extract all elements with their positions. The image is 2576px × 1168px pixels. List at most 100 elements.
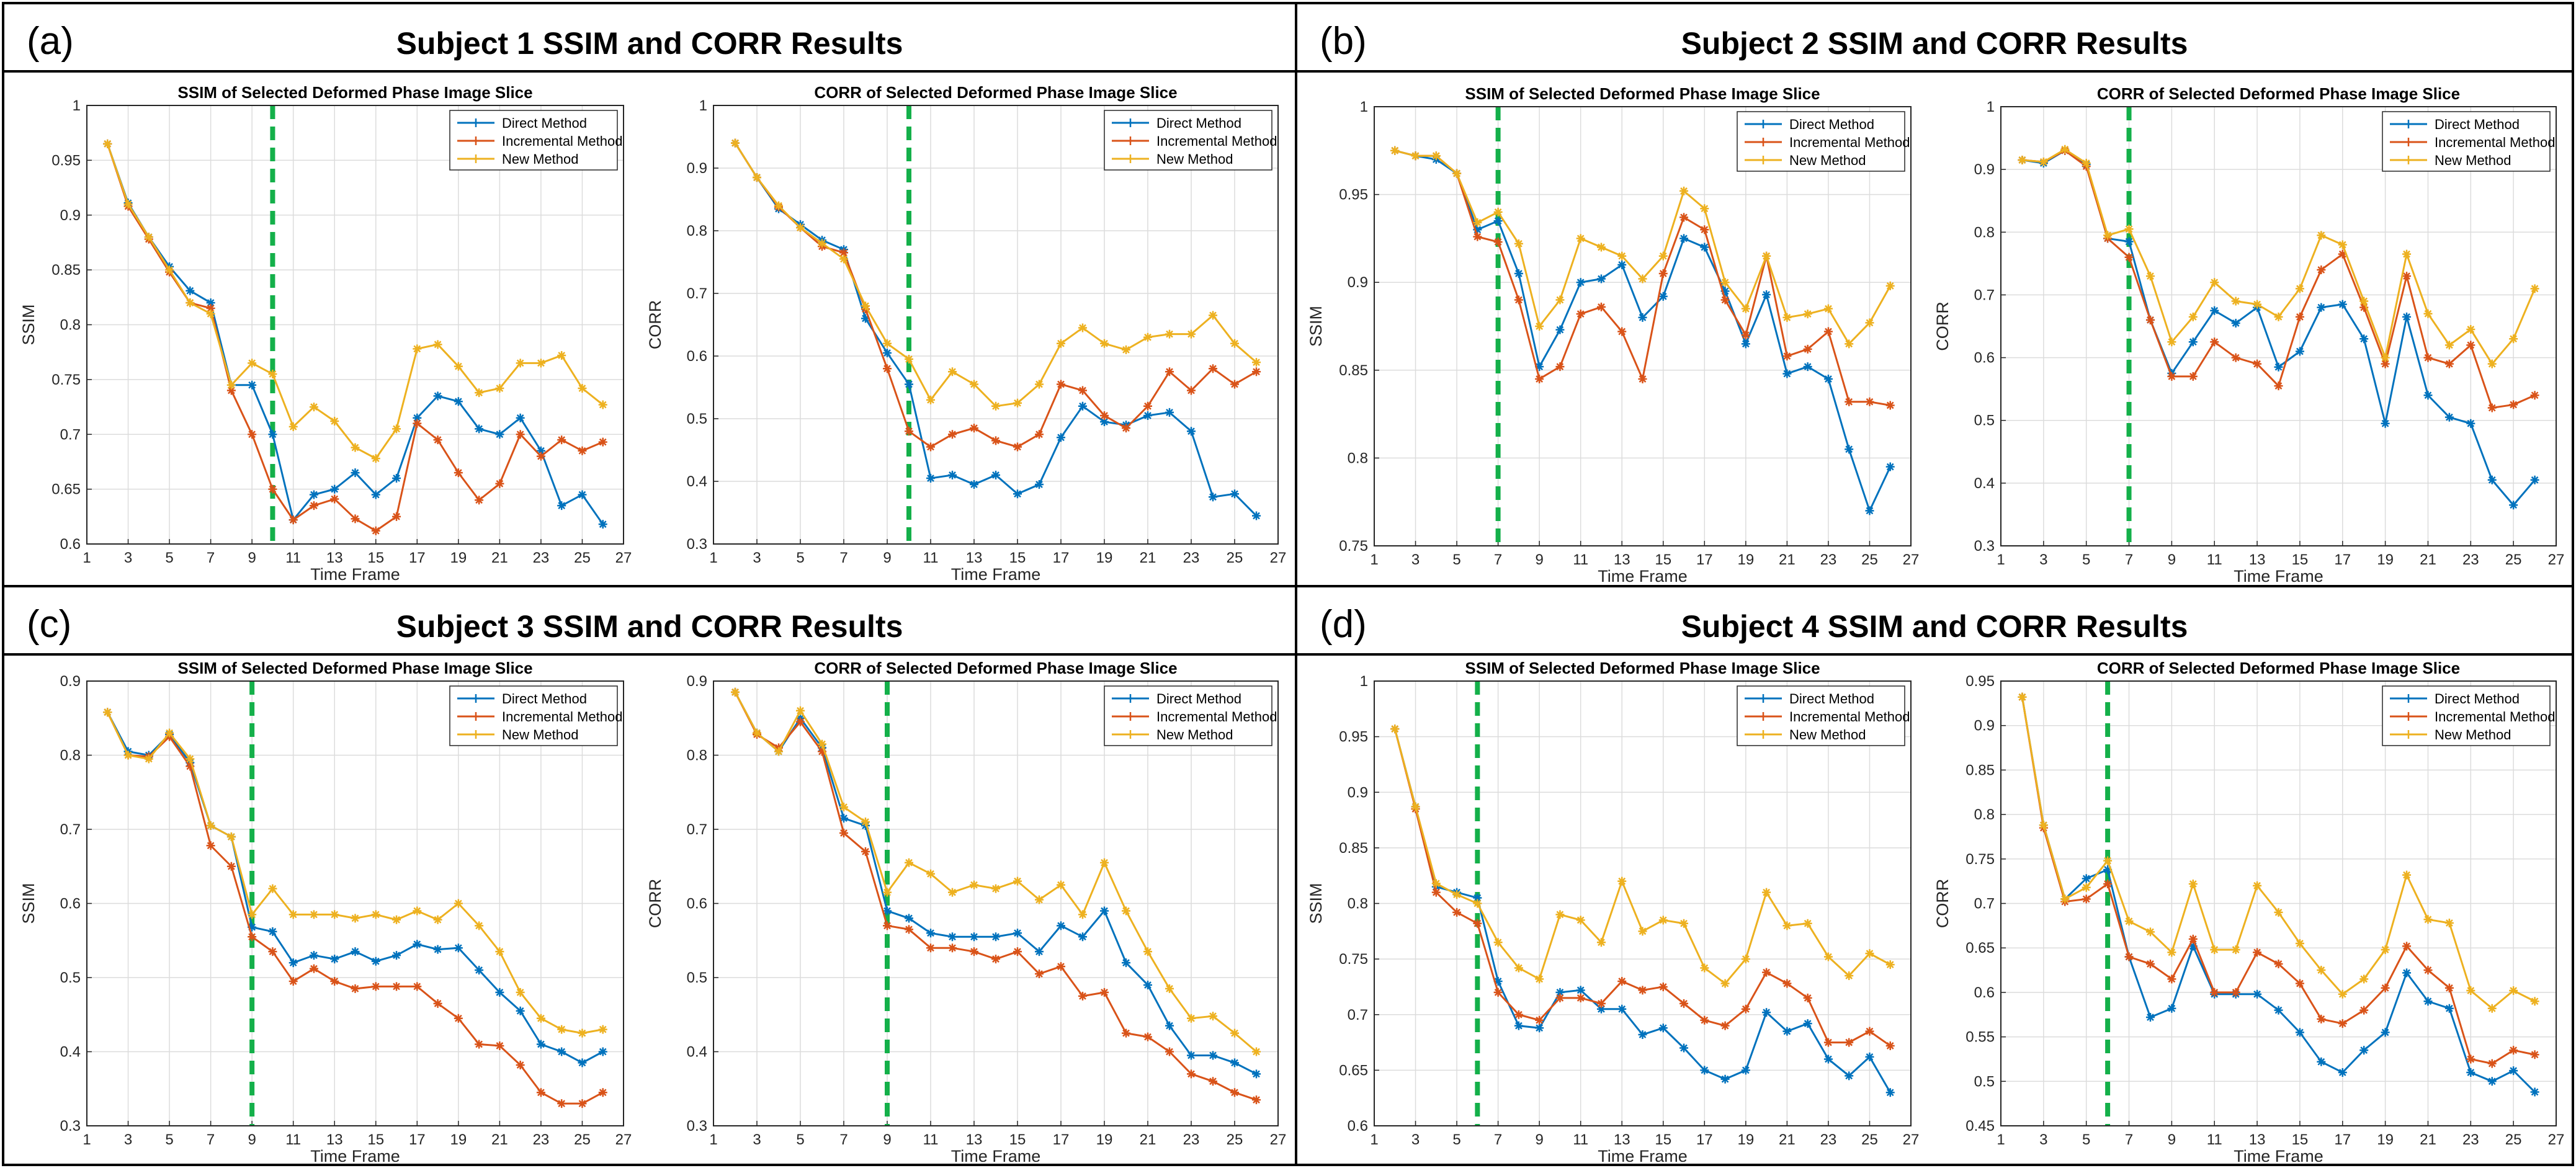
data-point: New Method (17, 0.78): [2338, 240, 2347, 249]
data-point: Incremental Method (22, 0.382): [516, 1061, 525, 1070]
x-tick-label: 25: [2505, 1131, 2522, 1148]
x-tick-label: 19: [1737, 551, 1754, 568]
data-point: Direct Method (15, 0.645): [371, 490, 380, 499]
data-point: Direct Method (13, 0.555): [970, 932, 978, 942]
data-point: Incremental Method (13, 0.872): [1617, 327, 1627, 336]
y-tick-label: 0.3: [60, 1118, 81, 1135]
x-tick-label: 11: [1573, 551, 1588, 568]
data-point: Direct Method (9, 0.688): [1535, 1023, 1544, 1033]
data-point: Incremental Method (12, 0.475): [948, 430, 957, 439]
data-point: New Method (15, 0.525): [1013, 398, 1022, 408]
legend-label: Incremental Method: [2435, 135, 2555, 150]
x-tick-label: 5: [165, 1131, 173, 1148]
data-point: New Method (7, 0.81): [206, 309, 215, 318]
data-point: Incremental Method (25, 0.33): [578, 1099, 587, 1108]
y-tick-label: 0.3: [687, 536, 707, 553]
y-tick-label: 0.75: [1339, 951, 1368, 968]
data-point: Direct Method (26, 0.405): [2530, 475, 2539, 484]
data-point: Incremental Method (8, 0.74): [226, 386, 236, 395]
x-tick-label: 5: [1452, 1131, 1460, 1148]
data-point: New Method (16, 0.952): [1679, 186, 1689, 195]
x-tick-label: 21: [2420, 551, 2436, 568]
data-point: Incremental Method (20, 0.652): [2402, 942, 2412, 951]
data-point: New Method (9, 0.765): [248, 359, 257, 368]
data-point: New Method (20, 0.59): [1122, 906, 1130, 916]
data-point: New Method (18, 0.728): [1720, 979, 1730, 988]
y-tick-label: 0.7: [1348, 1007, 1368, 1023]
data-point: Incremental Method (7, 0.695): [839, 828, 848, 837]
data-point: New Method (11, 0.64): [926, 869, 935, 878]
plot-corr: 1 3 5 7 9 11 13 15 17 19 21 23 25 270.450.50.550.60.6…: [1933, 659, 2564, 1166]
y-tick-label: 0.6: [60, 536, 81, 553]
y-tick-label: 1: [73, 97, 81, 114]
x-tick-label: 21: [491, 1131, 508, 1148]
x-axis-label: Time Frame: [1598, 1147, 1688, 1166]
y-tick-label: 0.7: [687, 285, 707, 302]
x-tick-label: 27: [1270, 550, 1287, 566]
data-point: New Method (14, 0.62): [991, 884, 1000, 893]
legend-marker: [2404, 156, 2413, 164]
x-axis-label: Time Frame: [951, 565, 1041, 584]
data-point: Incremental Method (12, 0.6): [2231, 987, 2240, 997]
data-point: Incremental Method (12, 0.635): [309, 501, 318, 510]
y-tick-label: 0.6: [1348, 1118, 1368, 1135]
data-point: Direct Method (25, 0.385): [578, 1058, 587, 1068]
data-point: New Method (21, 0.67): [2423, 309, 2433, 318]
data-point: Incremental Method (22, 0.4): [1165, 1047, 1174, 1056]
y-tick-label: 0.75: [1966, 851, 1995, 868]
data-point: New Method (15, 0.785): [1658, 916, 1668, 925]
data-point: New Method (15, 0.655): [2295, 939, 2304, 948]
data-point: Direct Method (21, 0.685): [1782, 1027, 1792, 1036]
data-point: New Method (16, 0.555): [1035, 380, 1044, 389]
data-point: Incremental Method (23, 0.68): [536, 452, 545, 461]
data-point: Direct Method (7, 0.715): [839, 814, 848, 823]
y-tick-label: 1: [1360, 99, 1368, 115]
x-tick-label: 11: [1573, 1131, 1588, 1148]
data-point: Direct Method (21, 0.59): [2423, 997, 2433, 1006]
x-tick-label: 27: [2548, 1131, 2565, 1148]
data-point: New Method (24, 0.448): [1209, 1012, 1217, 1021]
data-point: New Method (25, 0.63): [2509, 334, 2518, 344]
x-tick-label: 23: [533, 1131, 550, 1148]
data-point: New Method (24, 0.665): [1209, 311, 1217, 320]
data-point: New Method (4, 0.805): [774, 747, 783, 756]
axes-frame: [2000, 680, 2557, 1126]
plot-area: [2001, 107, 2556, 546]
legend-marker: [1126, 730, 1135, 739]
x-tick-label: 21: [1779, 1131, 1796, 1148]
data-point: New Method (21, 0.682): [2423, 915, 2433, 924]
data-point: New Method (16, 0.782): [1679, 919, 1689, 928]
data-point: Incremental Method (10, 0.535): [268, 947, 277, 956]
legend-marker: [1126, 712, 1135, 721]
data-point: New Method (21, 0.78): [1782, 921, 1792, 930]
x-tick-label: 19: [450, 550, 467, 566]
data-point: Direct Method (9, 0.852): [1535, 362, 1544, 372]
plot-ssim: 1 3 5 7 9 11 13 15 17 19 21 23 25 270.60.650.70.750.8…: [19, 83, 632, 584]
data-point: New Method (11, 0.585): [288, 910, 298, 919]
data-point: Incremental Method (21, 0.625): [2423, 966, 2433, 975]
data-point: Incremental Method (25, 0.345): [1230, 1088, 1239, 1097]
data-point: Incremental Method (18, 0.545): [1078, 386, 1087, 395]
data-point: Incremental Method (18, 0.69): [1720, 1021, 1730, 1030]
y-tick-label: 0.6: [60, 896, 81, 912]
data-point: Incremental Method (10, 0.65): [268, 484, 277, 494]
data-point: Direct Method (24, 0.635): [557, 501, 566, 510]
data-point: New Method (19, 0.885): [1741, 304, 1750, 313]
data-point: Incremental Method (17, 0.765): [2338, 249, 2347, 259]
legend-label: Incremental Method: [1156, 709, 1277, 724]
y-tick-label: 0.85: [51, 262, 81, 279]
data-point: Direct Method (15, 0.38): [1013, 489, 1022, 499]
y-tick-label: 0.8: [1348, 450, 1368, 466]
x-tick-label: 17: [2334, 1131, 2351, 1148]
data-point: Direct Method (21, 0.54): [2423, 391, 2433, 400]
x-tick-label: 17: [1053, 550, 1070, 566]
data-point: New Method (17, 0.778): [413, 344, 422, 354]
data-point: Incremental Method (14, 0.525): [991, 955, 1000, 964]
data-point: New Method (5, 0.718): [2082, 883, 2091, 892]
data-point: Direct Method (20, 0.622): [2402, 968, 2412, 978]
plot-corr: 1 3 5 7 9 11 13 15 17 19 21 23 25 270.30.40.50.60.70.…: [646, 659, 1286, 1166]
data-point: Direct Method (15, 0.61): [2295, 347, 2304, 356]
data-point: Direct Method (16, 0.535): [1035, 947, 1044, 956]
data-point: Direct Method (26, 0.618): [598, 520, 607, 529]
x-tick-label: 5: [1452, 551, 1460, 568]
